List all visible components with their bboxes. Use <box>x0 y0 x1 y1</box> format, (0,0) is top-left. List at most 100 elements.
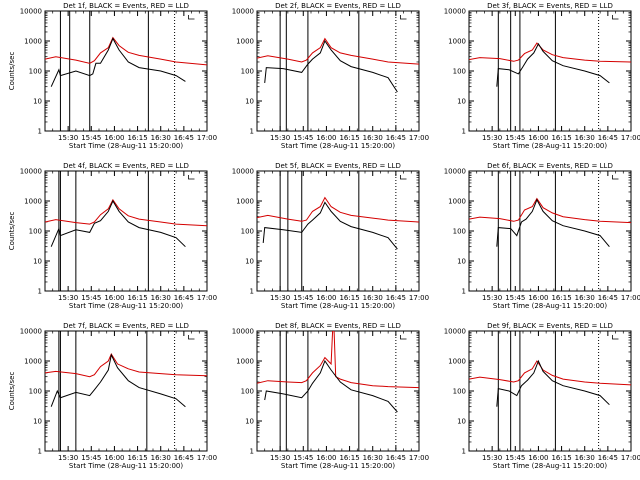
y-tick-label: 100 <box>241 68 254 76</box>
x-tick-label: 17:00 <box>197 294 217 302</box>
panel-title: Det 6f, BLACK = Events, RED = LLD <box>487 162 613 170</box>
y-tick-label: 100 <box>453 228 466 236</box>
y-tick-label: 10 <box>457 258 466 266</box>
x-tick-label: 17:00 <box>621 454 640 462</box>
detector-panel: Det 7f, BLACK = Events, RED = LLD 1 10 100 1… <box>8 322 217 470</box>
x-tick-label: 16:30 <box>151 454 171 462</box>
x-tick-label: 16:00 <box>316 294 336 302</box>
y-tick-label: 100 <box>29 388 42 396</box>
x-axis-label: Start Time (28-Aug-11 15:20:00) <box>493 142 607 150</box>
plot-frame <box>256 330 420 452</box>
lld-series-line <box>257 37 419 65</box>
x-axis-label: Start Time (28-Aug-11 15:20:00) <box>493 302 607 310</box>
y-tick-label: 10000 <box>20 328 42 336</box>
x-axis-label: Start Time (28-Aug-11 15:20:00) <box>69 302 183 310</box>
lld-series-line <box>257 196 419 223</box>
x-tick-label: 16:15 <box>127 134 147 142</box>
x-tick-label: 17:00 <box>409 454 429 462</box>
y-tick-label: 1 <box>250 128 254 136</box>
y-tick-label: 1 <box>250 288 254 296</box>
y-tick-label: 1000 <box>24 38 42 46</box>
x-tick-label: 15:30 <box>58 294 78 302</box>
x-tick-label: 17:00 <box>621 134 640 142</box>
x-tick-label: 16:45 <box>598 454 618 462</box>
x-tick-label: 17:00 <box>197 454 217 462</box>
y-axis-label: Counts/sec <box>8 52 16 91</box>
x-tick-label: 15:45 <box>505 294 525 302</box>
y-tick-label: 10 <box>457 98 466 106</box>
x-tick-label: 16:30 <box>575 454 595 462</box>
x-tick-label: 16:45 <box>598 294 618 302</box>
y-tick-label: 10000 <box>232 168 254 176</box>
y-tick-label: 1 <box>462 288 466 296</box>
x-tick-label: 15:30 <box>482 454 502 462</box>
y-tick-label: 10 <box>33 418 42 426</box>
y-tick-label: 100 <box>241 388 254 396</box>
interval-bracket-marker <box>400 335 407 340</box>
interval-bracket-marker <box>612 175 619 180</box>
x-tick-label: 16:30 <box>363 134 383 142</box>
x-tick-label: 15:30 <box>58 134 78 142</box>
x-tick-label: 17:00 <box>409 294 429 302</box>
x-axis-label: Start Time (28-Aug-11 15:20:00) <box>281 462 395 470</box>
events-series-line <box>496 359 610 407</box>
events-series-line <box>264 359 398 413</box>
events-series-line <box>264 39 398 93</box>
x-tick-label: 17:00 <box>197 134 217 142</box>
x-tick-label: 16:15 <box>339 294 359 302</box>
x-axis-label: Start Time (28-Aug-11 15:20:00) <box>281 302 395 310</box>
plot-frame <box>468 170 632 292</box>
y-tick-label: 1000 <box>236 358 254 366</box>
y-tick-label: 1000 <box>236 38 254 46</box>
lld-series-line <box>469 197 631 224</box>
x-tick-label: 15:30 <box>270 294 290 302</box>
x-tick-label: 16:00 <box>316 134 336 142</box>
plot-frame <box>468 10 632 132</box>
events-series-line <box>50 353 186 408</box>
y-tick-label: 100 <box>241 228 254 236</box>
y-tick-label: 10 <box>457 418 466 426</box>
plot-frame <box>468 330 632 452</box>
x-tick-label: 16:15 <box>551 134 571 142</box>
events-series-line <box>496 198 610 248</box>
lld-series-line <box>45 198 207 227</box>
plot-frame <box>44 170 208 292</box>
x-tick-label: 16:45 <box>386 294 406 302</box>
detector-panel: Det 9f, BLACK = Events, RED = LLD 1 10 100 1… <box>444 322 640 470</box>
events-series-line <box>496 42 610 87</box>
panel-title: Det 1f, BLACK = Events, RED = LLD <box>63 2 189 10</box>
interval-bracket-marker <box>188 335 195 340</box>
x-tick-label: 16:45 <box>386 454 406 462</box>
x-tick-label: 16:00 <box>104 134 124 142</box>
x-tick-label: 16:30 <box>363 454 383 462</box>
detector-panel: Det 6f, BLACK = Events, RED = LLD 1 10 100 1… <box>444 162 640 310</box>
detector-panel: Det 4f, BLACK = Events, RED = LLD 1 10 100 1… <box>8 162 217 310</box>
y-axis-label: Counts/sec <box>8 212 16 251</box>
panel-title: Det 8f, BLACK = Events, RED = LLD <box>275 322 401 330</box>
x-tick-label: 16:30 <box>151 294 171 302</box>
detector-panel: Det 8f, BLACK = Events, RED = LLD 1 10 100 1… <box>232 322 429 470</box>
x-tick-label: 16:30 <box>363 294 383 302</box>
plot-frame <box>256 10 420 132</box>
y-tick-label: 1000 <box>24 198 42 206</box>
y-tick-label: 10 <box>245 258 254 266</box>
x-tick-label: 16:45 <box>598 134 618 142</box>
y-tick-label: 1 <box>462 448 466 456</box>
y-tick-label: 10000 <box>232 8 254 16</box>
y-tick-label: 1 <box>462 128 466 136</box>
interval-bracket-marker <box>400 15 407 20</box>
x-axis-label: Start Time (28-Aug-11 15:20:00) <box>281 142 395 150</box>
x-tick-label: 16:00 <box>316 454 336 462</box>
y-tick-label: 10000 <box>20 8 42 16</box>
lld-series-line <box>45 353 207 378</box>
x-tick-label: 16:00 <box>528 134 548 142</box>
y-tick-label: 1 <box>250 448 254 456</box>
detector-panel: Det 5f, BLACK = Events, RED = LLD 1 10 100 1… <box>232 162 429 310</box>
x-tick-label: 16:00 <box>528 294 548 302</box>
x-tick-label: 16:30 <box>575 294 595 302</box>
x-tick-label: 16:45 <box>174 294 194 302</box>
x-tick-label: 15:30 <box>270 454 290 462</box>
events-series-line <box>50 37 186 87</box>
x-tick-label: 16:15 <box>551 294 571 302</box>
